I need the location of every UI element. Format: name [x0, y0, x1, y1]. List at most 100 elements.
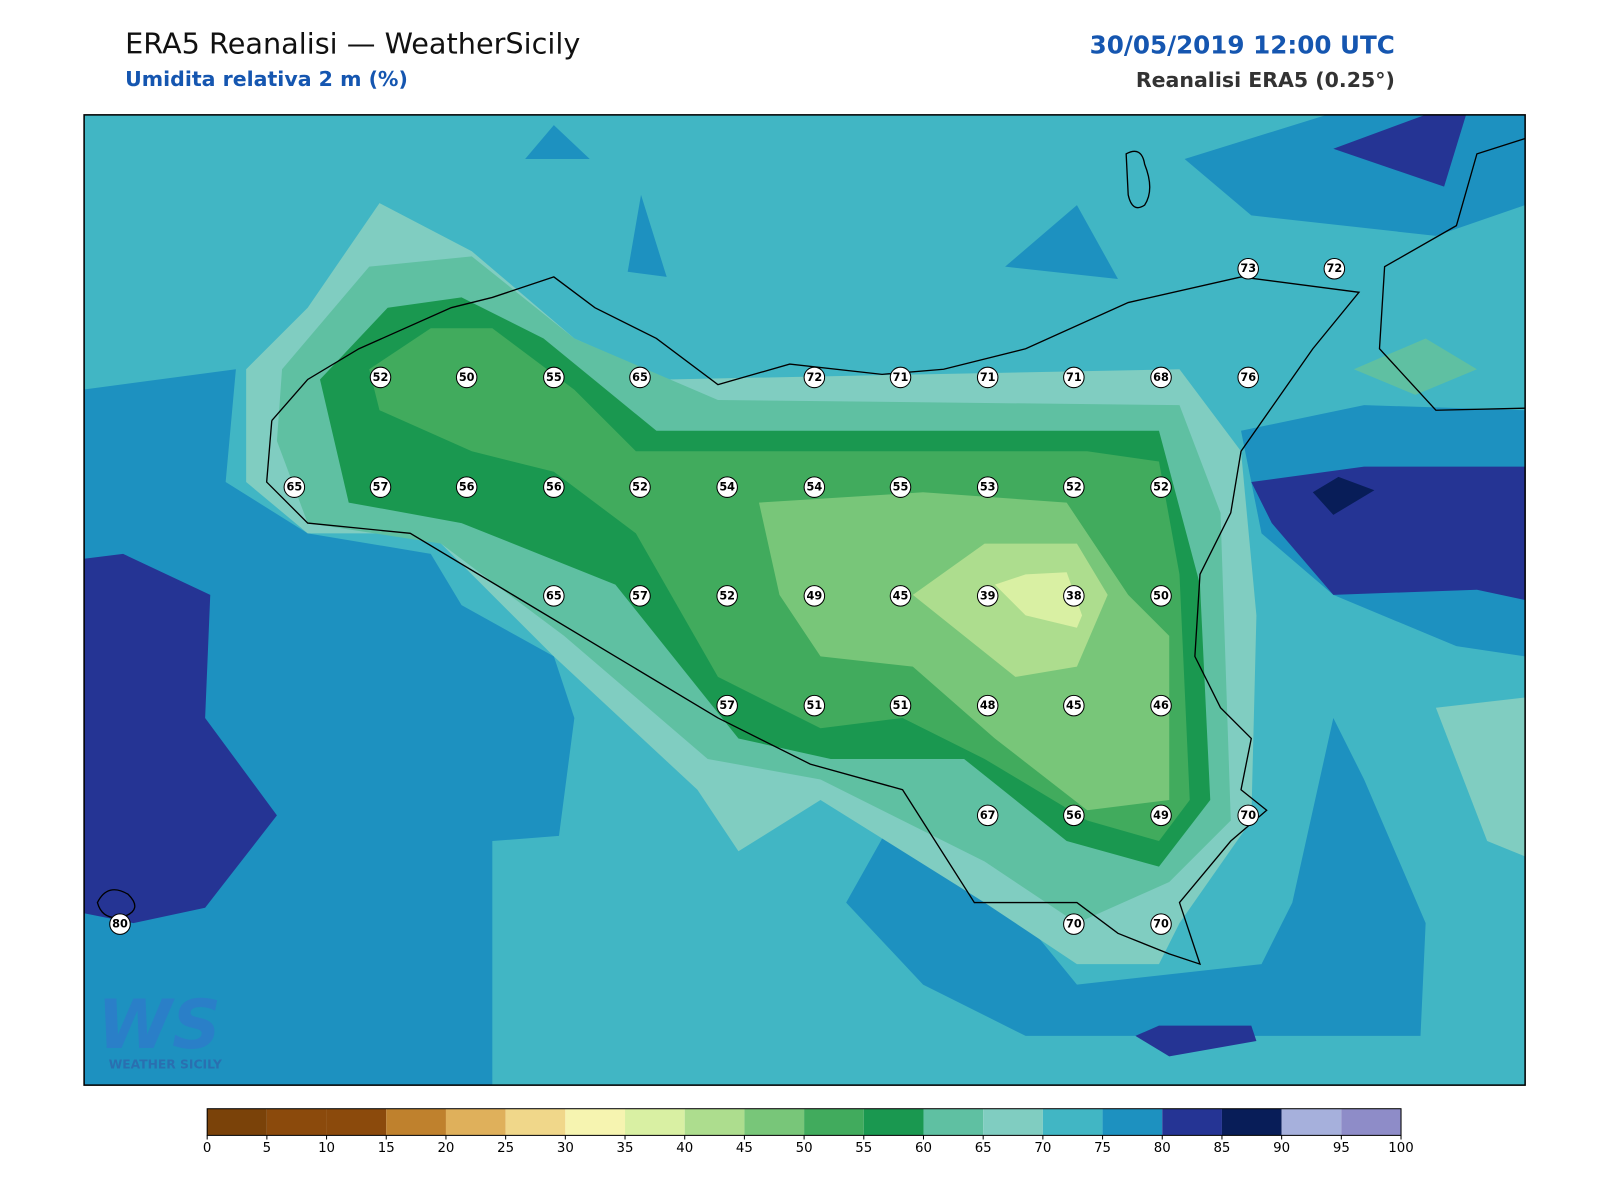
- map-frame: [83, 114, 1526, 1086]
- station-marker: [1063, 476, 1085, 498]
- station-value: 56: [459, 481, 475, 494]
- colorbar-bin: [565, 1108, 626, 1136]
- station: 70: [1063, 913, 1085, 935]
- colorbar-tick-label: 40: [676, 1141, 693, 1156]
- station: 56: [1063, 804, 1085, 827]
- station-marker: [976, 585, 999, 607]
- colorbar-bin: [1281, 1108, 1342, 1136]
- colorbar-bin: [804, 1108, 864, 1136]
- station-marker: [889, 585, 912, 607]
- station: 71: [976, 366, 999, 389]
- station-marker: [1150, 804, 1172, 827]
- station: 38: [1063, 585, 1085, 607]
- station-marker: [1237, 366, 1259, 389]
- station-marker: [543, 585, 565, 607]
- station-value: 56: [546, 481, 562, 494]
- colorbar-tick-label: 95: [1333, 1141, 1350, 1156]
- station-value: 49: [1153, 809, 1169, 822]
- station-value: 46: [1153, 699, 1169, 712]
- station-marker: [803, 366, 826, 389]
- station: 55: [889, 476, 912, 498]
- station-value: 45: [893, 589, 909, 602]
- station-marker: [455, 476, 478, 498]
- colorbar-bin: [923, 1108, 984, 1136]
- station-value: 51: [807, 699, 823, 712]
- station: 48: [976, 694, 999, 717]
- station-value: 48: [980, 699, 996, 712]
- station-value: 52: [719, 589, 735, 602]
- station: 49: [1150, 804, 1172, 827]
- station-marker: [1063, 804, 1085, 827]
- station: 72: [803, 366, 826, 389]
- station: 52: [1150, 476, 1172, 498]
- station-marker: [716, 694, 738, 717]
- station: 65: [283, 476, 306, 498]
- field: WS WEATHER SICILY: [84, 114, 1526, 1086]
- title: ERA5 Reanalisi — WeatherSicily: [125, 26, 580, 60]
- colorbar-bin: [983, 1108, 1043, 1136]
- station-value: 49: [807, 589, 823, 602]
- station: 53: [976, 476, 999, 498]
- station-value: 54: [807, 481, 823, 494]
- station-marker: [369, 366, 392, 389]
- station-value: 65: [287, 481, 303, 494]
- station-value: 72: [1327, 262, 1343, 275]
- station-marker: [543, 366, 565, 389]
- station: 52: [1063, 476, 1085, 498]
- colorbar-bin: [505, 1108, 566, 1136]
- station: 80: [109, 913, 131, 935]
- colorbar-tick-label: 70: [1034, 1141, 1051, 1156]
- station-marker: [803, 476, 826, 498]
- station-value: 52: [1153, 481, 1169, 494]
- station: 57: [369, 476, 392, 498]
- colorbar-bin: [386, 1108, 446, 1136]
- station-value: 57: [632, 589, 648, 602]
- colorbar-tick-label: 65: [975, 1141, 992, 1156]
- colorbar-bin: [625, 1108, 685, 1136]
- station: 45: [1063, 694, 1085, 717]
- station: 70: [1150, 913, 1172, 935]
- colorbar-bin: [863, 1108, 924, 1136]
- colorbar-tick-label: 60: [915, 1141, 932, 1156]
- field-80-85: [84, 114, 1526, 1057]
- station-marker: [1150, 476, 1172, 498]
- station-marker: [1150, 913, 1172, 935]
- station: 73: [1237, 257, 1259, 280]
- colorbar-bin: [266, 1108, 327, 1136]
- subtitle: Umidita relativa 2 m (%): [125, 67, 408, 91]
- station-value: 55: [546, 371, 562, 384]
- station-value: 65: [546, 589, 562, 602]
- station-marker: [1063, 694, 1085, 717]
- station-marker: [1150, 694, 1172, 717]
- field-60-65-east: [1353, 338, 1477, 395]
- colorbar-bin: [744, 1108, 805, 1136]
- station-value: 52: [373, 371, 389, 384]
- station-value: 55: [893, 481, 909, 494]
- station: 65: [543, 585, 565, 607]
- station-value: 54: [719, 481, 735, 494]
- station: 54: [803, 476, 826, 498]
- station: 55: [543, 366, 565, 389]
- colorbar-tick-label: 85: [1213, 1141, 1230, 1156]
- station: 56: [455, 476, 478, 498]
- station: 67: [976, 804, 999, 827]
- station: 54: [716, 476, 738, 498]
- station-marker: [976, 476, 999, 498]
- station: 71: [889, 366, 912, 389]
- colorbar: 0 5 10 15 20 25 30 35 40 45 50 55 60 65 70 75 80 85 90 95 10…: [203, 1108, 1414, 1156]
- station-marker: [1323, 257, 1346, 280]
- colorbar-tick-label: 50: [796, 1141, 813, 1156]
- station-value: 73: [1240, 262, 1256, 275]
- station-marker: [109, 913, 131, 935]
- station-value: 39: [980, 589, 996, 602]
- colorbar-tick-label: 100: [1388, 1141, 1413, 1156]
- station-marker: [283, 476, 306, 498]
- station-value: 71: [1066, 371, 1082, 384]
- colorbar-tick-label: 25: [497, 1141, 514, 1156]
- station-marker: [543, 476, 565, 498]
- field-75-80: [84, 114, 1526, 1086]
- station: 45: [889, 585, 912, 607]
- colorbar-bin: [445, 1108, 506, 1136]
- colorbar-bin: [1341, 1108, 1402, 1136]
- station-value: 67: [980, 809, 996, 822]
